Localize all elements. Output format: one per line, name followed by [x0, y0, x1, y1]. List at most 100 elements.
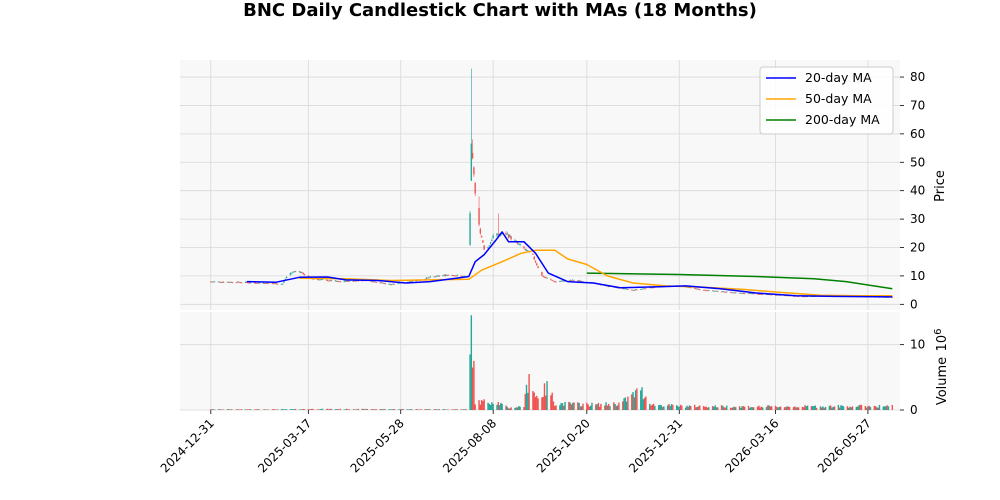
- volume-bar: [427, 409, 429, 410]
- volume-bar: [579, 406, 582, 410]
- volume-bar: [858, 405, 860, 410]
- volume-bar: [886, 405, 888, 410]
- volume-bar: [690, 406, 692, 410]
- volume-bar: [226, 409, 229, 410]
- volume-tick-label: 0: [910, 403, 918, 417]
- candle-body: [492, 235, 494, 239]
- volume-bar: [545, 395, 547, 410]
- volume-bar: [375, 409, 378, 410]
- volume-bar: [864, 405, 867, 410]
- legend: 20-day MA 50-day MA 200-day MA: [759, 66, 894, 135]
- volume-bar: [658, 405, 660, 410]
- volume-bar: [365, 408, 367, 410]
- candle-body: [328, 280, 330, 282]
- candle-body: [507, 234, 510, 238]
- volume-bar: [541, 397, 543, 410]
- volume-bar: [785, 407, 787, 410]
- volume-bar: [240, 409, 243, 410]
- candle-body: [320, 279, 322, 281]
- x-tick-label: 2025-03-17: [255, 416, 314, 475]
- candle-body: [738, 292, 741, 294]
- ma200-line: [586, 272, 893, 290]
- candle-body: [543, 276, 546, 278]
- candle-body: [373, 281, 375, 283]
- candle-body: [348, 280, 351, 282]
- candle-body: [516, 242, 519, 244]
- volume-bar: [606, 405, 609, 410]
- candle-body: [714, 290, 716, 292]
- volume-bar: [623, 398, 625, 410]
- candle-body: [319, 279, 321, 281]
- candle-body: [776, 294, 778, 296]
- volume-bar: [257, 409, 259, 410]
- volume-bar: [362, 408, 365, 410]
- candle-body: [726, 291, 728, 293]
- candle-body: [552, 280, 555, 282]
- volume-bar: [751, 407, 754, 410]
- price-tick-label: 0: [910, 297, 918, 311]
- candle-body: [276, 283, 279, 285]
- candle-body: [501, 232, 503, 235]
- volume-bar: [563, 405, 565, 410]
- volume-bar: [415, 409, 417, 410]
- candle-body: [804, 296, 806, 298]
- volume-bar: [681, 405, 683, 410]
- volume-bar: [237, 409, 239, 410]
- volume-bar: [281, 409, 284, 410]
- candle-body: [537, 266, 539, 268]
- volume-bar: [528, 374, 530, 410]
- candle-body: [774, 294, 777, 296]
- x-tick-label: 2026-05-27: [815, 416, 874, 475]
- volume-bar: [783, 407, 786, 410]
- volume-bar: [687, 406, 689, 410]
- candle-body: [356, 280, 358, 282]
- candle-body: [409, 281, 411, 283]
- volume-bar: [797, 407, 800, 410]
- volume-bar: [660, 405, 662, 410]
- candle-body: [534, 260, 537, 263]
- volume-bar: [515, 407, 517, 410]
- candle-body: [536, 263, 538, 266]
- volume-bar: [779, 406, 782, 410]
- candle-body: [687, 287, 689, 288]
- candle-body: [391, 284, 393, 286]
- candle-body: [274, 283, 276, 285]
- candle-body: [480, 235, 483, 238]
- volume-bar: [711, 405, 714, 410]
- volume-bar: [221, 409, 224, 410]
- volume-bar: [420, 409, 422, 410]
- candle-body: [298, 271, 301, 273]
- volume-bar: [307, 409, 310, 410]
- volume-bar: [397, 409, 399, 410]
- volume-bar: [715, 407, 718, 410]
- volume-bar: [823, 407, 825, 410]
- volume-bar: [765, 406, 768, 410]
- volume-bar: [752, 407, 755, 410]
- volume-bar: [473, 360, 475, 410]
- volume-bar: [768, 405, 770, 410]
- candle-body: [339, 281, 342, 283]
- volume-bar: [604, 405, 606, 410]
- x-tick-label: 2024-12-31: [158, 416, 217, 475]
- volume-bar: [595, 404, 597, 410]
- volume-bar: [213, 409, 216, 410]
- volume-bar: [856, 406, 859, 410]
- volume-bar: [778, 406, 781, 410]
- volume-bar: [756, 406, 759, 410]
- candle-body: [471, 152, 474, 159]
- volume-bar: [330, 408, 333, 410]
- volume-bar: [229, 409, 231, 410]
- volume-bar: [613, 402, 615, 410]
- volume-bar: [429, 409, 431, 410]
- volume-bar: [217, 409, 220, 410]
- candle-body: [267, 283, 270, 284]
- volume-bar: [678, 406, 680, 410]
- volume-bar: [534, 397, 537, 410]
- volume-bar: [428, 409, 430, 410]
- legend-label-ma200: 200-day MA: [805, 112, 880, 127]
- volume-bar: [651, 404, 653, 410]
- volume-bar: [344, 409, 347, 410]
- volume-bar: [774, 405, 777, 410]
- candle-body: [487, 247, 489, 249]
- candle-body: [312, 278, 315, 280]
